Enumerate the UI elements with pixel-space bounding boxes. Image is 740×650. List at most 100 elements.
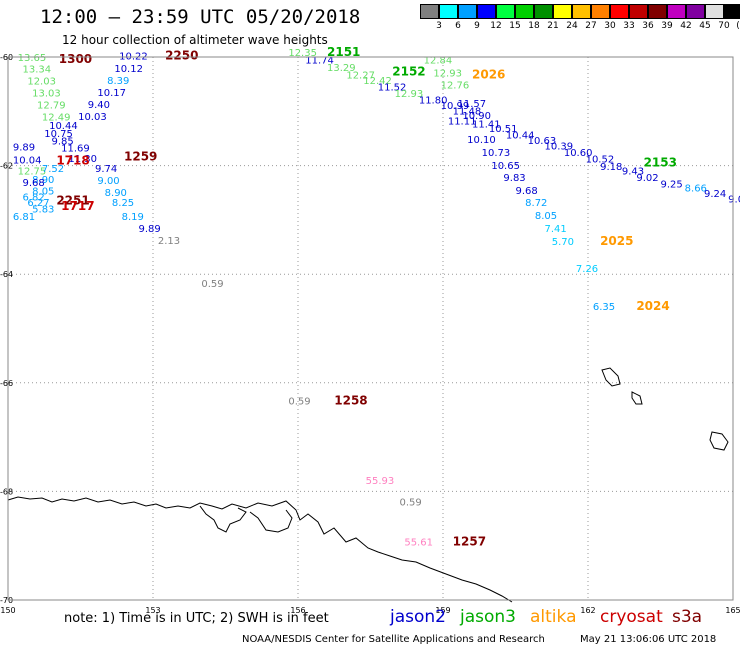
wave-height-label: 10.10 — [467, 135, 496, 146]
wave-height-label: 5.83 — [32, 204, 54, 215]
x-tick-label: 153 — [145, 606, 160, 615]
wave-height-label: 8.90 — [32, 175, 54, 186]
pass-time-label: 1717 — [61, 199, 94, 213]
wave-height-label: 6.35 — [593, 302, 615, 313]
color-swatch — [420, 4, 439, 19]
wave-height-label: 9.18 — [600, 162, 622, 173]
pass-time-label: 1257 — [453, 535, 486, 549]
wave-height-label: 12.79 — [37, 101, 66, 112]
color-scale-label: 39 — [661, 21, 673, 31]
wave-height-label: 11.41 — [472, 120, 501, 131]
x-tick-label: 162 — [580, 606, 595, 615]
color-scale-label: 42 — [680, 21, 692, 31]
wave-height-label: 6.82 — [23, 192, 45, 203]
coast-inlet-2 — [249, 509, 293, 533]
y-tick-label: -64 — [0, 270, 13, 279]
color-swatch — [610, 4, 629, 19]
color-scale-label: 30 — [604, 21, 616, 31]
coastline — [7, 367, 729, 603]
color-swatch — [705, 4, 724, 19]
wave-height-label: 6.27 — [27, 198, 49, 209]
y-tick-label: -62 — [0, 162, 13, 171]
color-scale-label: 3 — [436, 21, 442, 31]
color-swatch — [496, 4, 515, 19]
wave-height-label: 12.93 — [395, 89, 424, 100]
color-swatch — [534, 4, 553, 19]
color-scale-label: 9 — [474, 21, 480, 31]
wave-height-label: 8.19 — [122, 212, 144, 223]
wave-height-label: 0.59 — [288, 397, 310, 408]
color-scale-label: 27 — [585, 21, 597, 31]
wave-height-label: 10.04 — [13, 155, 42, 166]
x-tick-label: 150 — [0, 606, 15, 615]
wave-height-label: 55.61 — [404, 538, 433, 549]
pass-time-label: 1258 — [334, 394, 367, 408]
island-2 — [631, 391, 643, 405]
wave-height-label: 13.29 — [327, 63, 356, 74]
legend-jason3: jason3 — [460, 607, 516, 627]
color-scale-label: 36 — [642, 21, 654, 31]
color-scale-label: 45 — [699, 21, 711, 31]
wave-height-label: 11.11 — [448, 116, 477, 127]
color-scale-label: 21 — [547, 21, 559, 31]
wave-height-label: 8.39 — [107, 76, 129, 87]
pass-time-label: 2026 — [472, 68, 505, 82]
color-swatch — [686, 4, 705, 19]
color-swatch — [629, 4, 648, 19]
generated-timestamp: May 21 13:06:06 UTC 2018 — [580, 634, 717, 645]
pass-time-label: 1300 — [59, 52, 92, 66]
color-swatch — [439, 4, 458, 19]
credit-line: NOAA/NESDIS Center for Satellite Applica… — [242, 634, 545, 645]
wave-height-label: 12.42 — [363, 76, 392, 87]
wave-height-label: 11.30 — [68, 154, 97, 165]
island-3 — [709, 431, 729, 451]
color-scale-label: 18 — [528, 21, 540, 31]
pass-time-label: 1718 — [56, 154, 89, 168]
graticule-grid — [8, 57, 733, 600]
pass-time-label: 2153 — [644, 156, 677, 170]
wave-height-label: 11.57 — [458, 99, 487, 110]
pass-time-label: 2152 — [392, 64, 425, 78]
wave-height-label: 10.65 — [491, 161, 520, 172]
wave-height-label: 12.75 — [18, 166, 47, 177]
wave-height-label: 13.03 — [32, 89, 61, 100]
wave-height-label: 0.59 — [400, 498, 422, 509]
wave-height-label: 10.12 — [114, 64, 143, 75]
wave-height-label: 10.75 — [44, 129, 73, 140]
wave-height-label: 9.68 — [23, 178, 45, 189]
wave-height-label: 8.66 — [685, 184, 707, 195]
wave-height-label: 9.02 — [636, 173, 658, 184]
pass-time-label: 1259 — [124, 150, 157, 164]
axis-tick-labels: 150 153 156 159 162 165 -60 -62 -64 -66 -68 -70 — [0, 53, 740, 615]
wave-height-label: 8.90 — [105, 188, 127, 199]
pass-time-label: 2024 — [636, 299, 669, 313]
color-swatch — [572, 4, 591, 19]
wave-height-label: 6.81 — [13, 212, 35, 223]
island-1 — [601, 367, 621, 387]
wave-height-label: 12.03 — [27, 77, 56, 88]
wave-height-label: 2.13 — [158, 236, 180, 247]
x-tick-label: 156 — [290, 606, 305, 615]
color-swatch — [591, 4, 610, 19]
wave-height-label: 10.73 — [482, 148, 511, 159]
wave-height-label: 9.02 — [728, 195, 740, 206]
wave-height-label: 10.39 — [545, 141, 574, 152]
wave-height-label: 7.41 — [545, 224, 567, 235]
color-scale-label: 70 — [718, 21, 730, 31]
wave-height-label: 9.89 — [139, 224, 161, 235]
wave-height-label: 10.99 — [441, 101, 470, 112]
legend-altika: altika — [530, 607, 577, 627]
wave-height-label: 8.72 — [525, 198, 547, 209]
wave-height-label: 10.90 — [462, 111, 491, 122]
pass-time-label: 2151 — [327, 45, 360, 59]
wave-height-label: 9.74 — [95, 164, 117, 175]
wave-height-label: 12.35 — [288, 48, 317, 59]
wave-height-label: 9.40 — [88, 100, 110, 111]
pass-time-label: 2025 — [600, 234, 633, 248]
wave-height-values: 13.6513.3412.0313.0312.7912.4910.4410.75… — [13, 48, 740, 549]
wave-height-label: 8.25 — [112, 198, 134, 209]
wave-height-label: 11.48 — [453, 107, 482, 118]
legend-jason2: jason2 — [390, 607, 446, 627]
color-swatch — [458, 4, 477, 19]
